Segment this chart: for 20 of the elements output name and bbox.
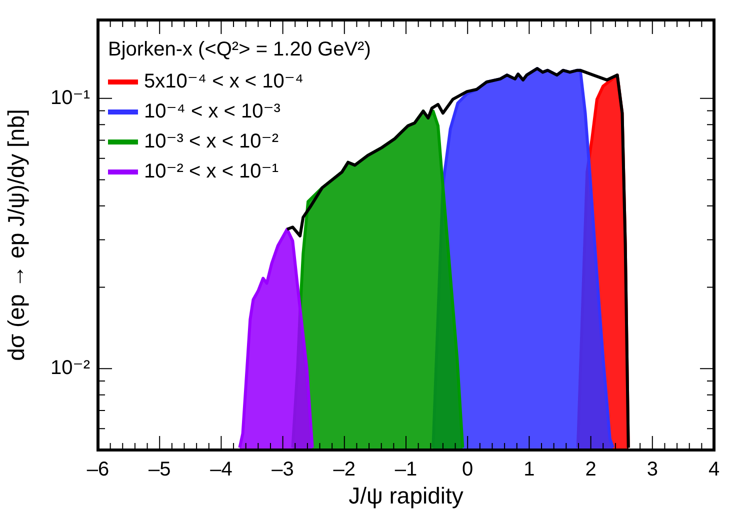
- legend-label: 5x10⁻⁴ < x < 10⁻⁴: [144, 70, 304, 93]
- x-tick-label: 2: [585, 458, 596, 481]
- y-tick-label: 10⁻²: [50, 357, 90, 380]
- x-tick-label: –2: [333, 458, 356, 481]
- x-tick-label: 4: [708, 458, 720, 481]
- legend-label: 10⁻³ < x < 10⁻²: [144, 130, 279, 153]
- x-tick-label: 0: [462, 458, 474, 481]
- x-tick-label: –4: [210, 458, 232, 481]
- x-tick-label: –6: [86, 458, 110, 481]
- y-axis-title: dσ (ep → ep J/ψ)/dy [nb]: [3, 109, 30, 361]
- x-tick-label: –3: [272, 458, 294, 481]
- x-tick-label: –5: [148, 458, 171, 481]
- x-axis-title: J/ψ rapidity: [348, 482, 464, 509]
- x-tick-label: –1: [394, 458, 418, 481]
- x-tick-label: 3: [646, 458, 658, 481]
- legend-title: Bjorken-x (<Q²> = 1.20 GeV²): [108, 38, 371, 61]
- x-tick-label: 1: [524, 458, 535, 481]
- y-tick-label: 10⁻¹: [50, 86, 90, 109]
- legend-label: 10⁻⁴ < x < 10⁻³: [144, 100, 281, 123]
- legend-label: 10⁻² < x < 10⁻¹: [144, 160, 279, 183]
